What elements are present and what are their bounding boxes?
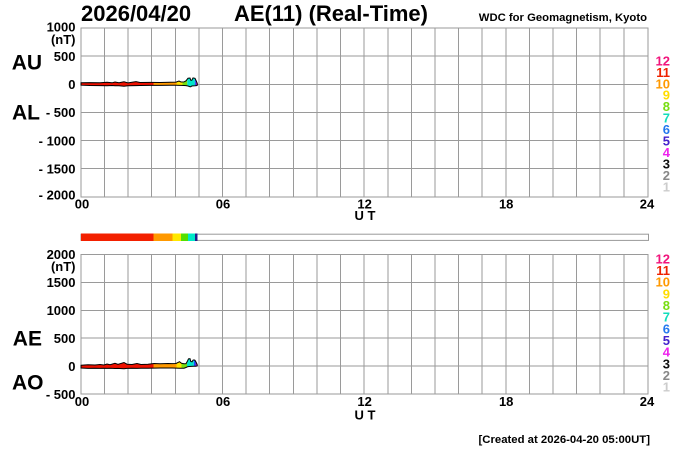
svg-text:2000: 2000 bbox=[47, 247, 76, 262]
svg-text:6: 6 bbox=[663, 122, 670, 137]
svg-text:- 500: - 500 bbox=[46, 105, 76, 120]
svg-text:0: 0 bbox=[68, 359, 75, 374]
svg-text:2026/04/20: 2026/04/20 bbox=[81, 1, 191, 26]
svg-text:11: 11 bbox=[656, 65, 670, 80]
svg-text:8: 8 bbox=[663, 298, 670, 313]
svg-text:18: 18 bbox=[499, 196, 513, 211]
svg-text:1000: 1000 bbox=[47, 303, 76, 318]
svg-text:AU: AU bbox=[12, 52, 42, 75]
svg-text:00: 00 bbox=[75, 394, 89, 409]
svg-text:5: 5 bbox=[663, 134, 670, 149]
svg-text:12: 12 bbox=[656, 251, 670, 266]
svg-text:- 1000: - 1000 bbox=[39, 133, 76, 148]
svg-text:U T: U T bbox=[355, 407, 376, 422]
svg-text:- 2000: - 2000 bbox=[39, 188, 76, 203]
svg-text:1: 1 bbox=[663, 380, 670, 395]
svg-text:AL: AL bbox=[12, 102, 40, 125]
svg-text:(nT): (nT) bbox=[51, 32, 76, 47]
svg-text:(nT): (nT) bbox=[51, 259, 76, 274]
svg-text:06: 06 bbox=[216, 394, 230, 409]
svg-text:U T: U T bbox=[355, 208, 376, 223]
svg-text:WDC for Geomagnetism, Kyoto: WDC for Geomagnetism, Kyoto bbox=[479, 12, 647, 24]
svg-text:3: 3 bbox=[663, 356, 670, 371]
svg-text:- 1500: - 1500 bbox=[39, 161, 76, 176]
svg-text:06: 06 bbox=[216, 196, 230, 211]
svg-text:500: 500 bbox=[54, 49, 76, 64]
svg-text:24: 24 bbox=[640, 394, 655, 409]
svg-text:7: 7 bbox=[663, 111, 670, 126]
svg-text:9: 9 bbox=[663, 286, 670, 301]
svg-text:00: 00 bbox=[75, 196, 89, 211]
svg-text:5: 5 bbox=[663, 333, 670, 348]
svg-text:3: 3 bbox=[663, 156, 670, 171]
svg-text:1: 1 bbox=[663, 179, 670, 194]
svg-text:8: 8 bbox=[663, 99, 670, 114]
svg-text:500: 500 bbox=[54, 331, 76, 346]
svg-text:2: 2 bbox=[663, 368, 670, 383]
svg-text:12: 12 bbox=[656, 53, 670, 68]
svg-text:11: 11 bbox=[656, 263, 670, 278]
svg-text:2: 2 bbox=[663, 168, 670, 183]
svg-text:6: 6 bbox=[663, 321, 670, 336]
svg-text:1000: 1000 bbox=[47, 20, 76, 35]
svg-text:- 500: - 500 bbox=[46, 387, 76, 402]
svg-text:4: 4 bbox=[663, 345, 671, 360]
svg-text:9: 9 bbox=[663, 88, 670, 103]
svg-text:24: 24 bbox=[640, 196, 655, 211]
svg-text:1500: 1500 bbox=[47, 275, 76, 290]
svg-text:AE: AE bbox=[13, 328, 42, 351]
svg-text:10: 10 bbox=[656, 275, 670, 290]
svg-text:12: 12 bbox=[357, 196, 371, 211]
svg-text:18: 18 bbox=[499, 394, 513, 409]
svg-text:AE(11) (Real-Time): AE(11) (Real-Time) bbox=[234, 1, 428, 26]
svg-text:7: 7 bbox=[663, 310, 670, 325]
svg-text:[Created at 2026-04-20 05:00UT: [Created at 2026-04-20 05:00UT] bbox=[479, 434, 651, 446]
svg-text:4: 4 bbox=[663, 145, 671, 160]
svg-text:AO: AO bbox=[12, 372, 44, 395]
svg-text:12: 12 bbox=[357, 394, 371, 409]
svg-text:10: 10 bbox=[656, 76, 670, 91]
svg-text:0: 0 bbox=[68, 77, 75, 92]
